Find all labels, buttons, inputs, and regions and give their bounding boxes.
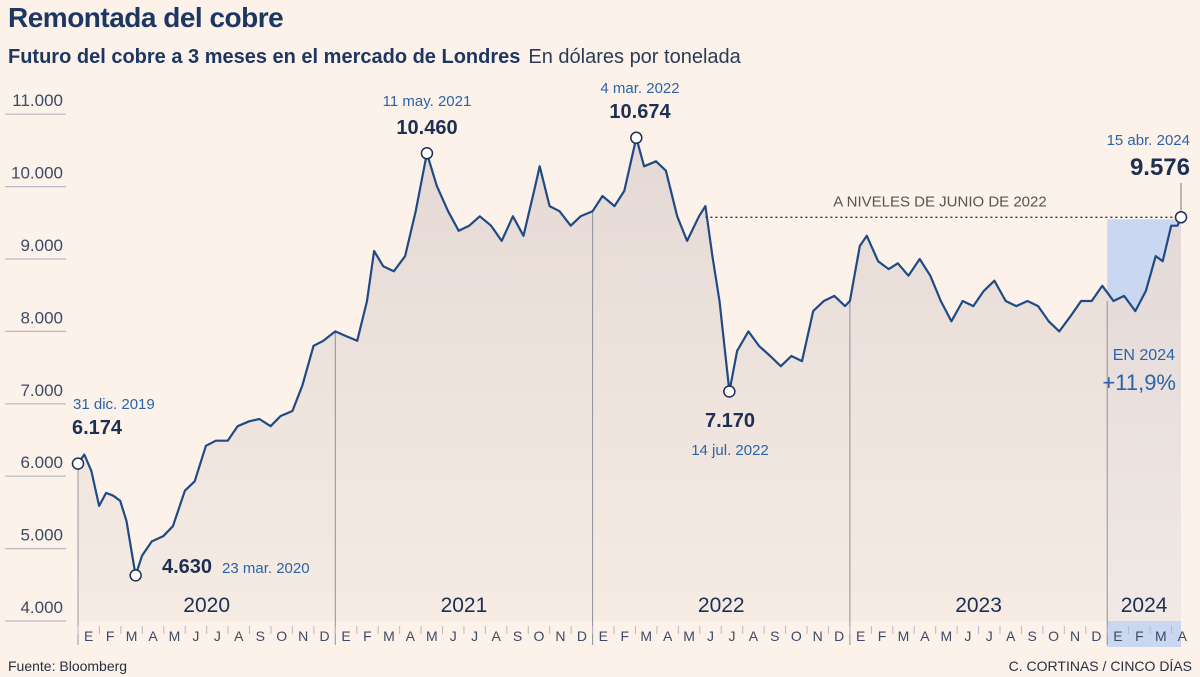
month-label: F — [106, 628, 115, 644]
annotation-date: 11 may. 2021 — [383, 93, 472, 110]
annotation-marker — [1174, 211, 1188, 224]
annotation-value: 10.674 — [609, 101, 671, 123]
month-label: A — [920, 628, 930, 644]
month-label: J — [986, 628, 993, 644]
year-label: 2024 — [1121, 594, 1168, 617]
month-label: M — [1155, 628, 1167, 644]
month-label: M — [640, 628, 652, 644]
area-fill — [78, 137, 1182, 622]
month-label: A — [148, 628, 158, 644]
month-label: M — [683, 628, 695, 644]
month-label: F — [363, 628, 372, 644]
y-tick-label: 11.000 — [12, 91, 63, 110]
month-label: M — [426, 628, 438, 644]
month-label: N — [1070, 628, 1080, 644]
annotation-date: 31 dic. 2019 — [73, 396, 155, 413]
month-label: E — [599, 628, 608, 644]
month-label: F — [1135, 628, 1144, 644]
month-label: M — [941, 628, 953, 644]
highlight-label: EN 2024 — [1113, 347, 1175, 364]
annotation-marker — [71, 457, 85, 470]
month-label: M — [898, 628, 910, 644]
month-label: D — [834, 628, 844, 644]
month-label: A — [749, 628, 759, 644]
month-label: A — [1178, 628, 1188, 644]
annotation-marker — [630, 131, 643, 145]
month-label: F — [620, 628, 629, 644]
month-label: A — [406, 628, 416, 644]
month-label: J — [707, 628, 714, 644]
year-label: 2023 — [955, 594, 1002, 617]
month-label: E — [84, 628, 93, 644]
highlight-value: +11,9% — [1102, 370, 1176, 395]
chart-title: Remontada del cobre — [8, 2, 284, 33]
month-label: M — [169, 628, 181, 644]
annotation-value: 10.460 — [396, 117, 457, 139]
reference-line-label: A NIVELES DE JUNIO DE 2022 — [833, 193, 1046, 210]
month-label: J — [192, 628, 199, 644]
annotation-marker — [129, 569, 142, 582]
month-label: N — [298, 628, 308, 644]
annotation-marker — [723, 385, 736, 398]
month-label: O — [791, 628, 802, 644]
y-tick-label: 4.000 — [20, 598, 63, 617]
month-label: A — [491, 628, 501, 644]
month-label: J — [450, 628, 457, 644]
y-tick-label: 6.000 — [20, 453, 63, 472]
year-label: 2021 — [441, 594, 488, 617]
month-label: O — [1048, 628, 1059, 644]
month-label: D — [320, 628, 330, 644]
month-label: M — [126, 628, 138, 644]
annotation-date: 23 mar. 2020 — [222, 560, 310, 577]
month-label: S — [256, 628, 265, 644]
subtitle-text: Futuro del cobre a 3 meses en el mercado… — [8, 46, 521, 68]
annotation-date: 4 mar. 2022 — [600, 80, 679, 97]
annotation-value: 7.170 — [705, 410, 755, 432]
month-label: S — [513, 628, 522, 644]
month-label: J — [964, 628, 971, 644]
month-label: S — [1027, 628, 1036, 644]
annotation-value: 6.174 — [72, 417, 123, 439]
month-label: D — [1091, 628, 1101, 644]
month-label: J — [214, 628, 221, 644]
year-label: 2020 — [183, 594, 230, 617]
month-label: M — [383, 628, 395, 644]
month-label: A — [234, 628, 244, 644]
month-label: S — [770, 628, 779, 644]
annotation-date: 14 jul. 2022 — [691, 442, 769, 459]
month-label: E — [341, 628, 350, 644]
year-label: 2022 — [698, 594, 745, 617]
y-tick-label: 10.000 — [11, 164, 63, 183]
month-label: A — [1006, 628, 1016, 644]
credit-label: C. CORTINAS / CINCO DÍAS — [1008, 658, 1192, 674]
annotation-value: 9.576 — [1130, 154, 1190, 181]
month-label: J — [471, 628, 478, 644]
month-label: A — [663, 628, 673, 644]
month-label: E — [1113, 628, 1122, 644]
source-label: Fuente: Bloomberg — [8, 658, 128, 674]
month-label: F — [878, 628, 887, 644]
y-tick-label: 7.000 — [20, 381, 63, 400]
y-tick-label: 9.000 — [20, 236, 63, 255]
y-tick-label: 5.000 — [20, 526, 63, 545]
annotation-value: 4.630 — [162, 556, 212, 578]
month-label: O — [534, 628, 545, 644]
month-label: D — [577, 628, 587, 644]
y-tick-label: 8.000 — [20, 308, 63, 327]
month-label: J — [728, 628, 735, 644]
annotation-marker — [420, 147, 434, 160]
month-label: E — [856, 628, 865, 644]
unit-label: En dólares por tonelada — [528, 46, 741, 68]
annotation-date: 15 abr. 2024 — [1107, 132, 1190, 149]
month-label: N — [813, 628, 823, 644]
price-line — [77, 136, 1183, 577]
month-label: N — [555, 628, 565, 644]
chart-subtitle: Futuro del cobre a 3 meses en el mercado… — [8, 46, 741, 69]
month-label: O — [276, 628, 287, 644]
